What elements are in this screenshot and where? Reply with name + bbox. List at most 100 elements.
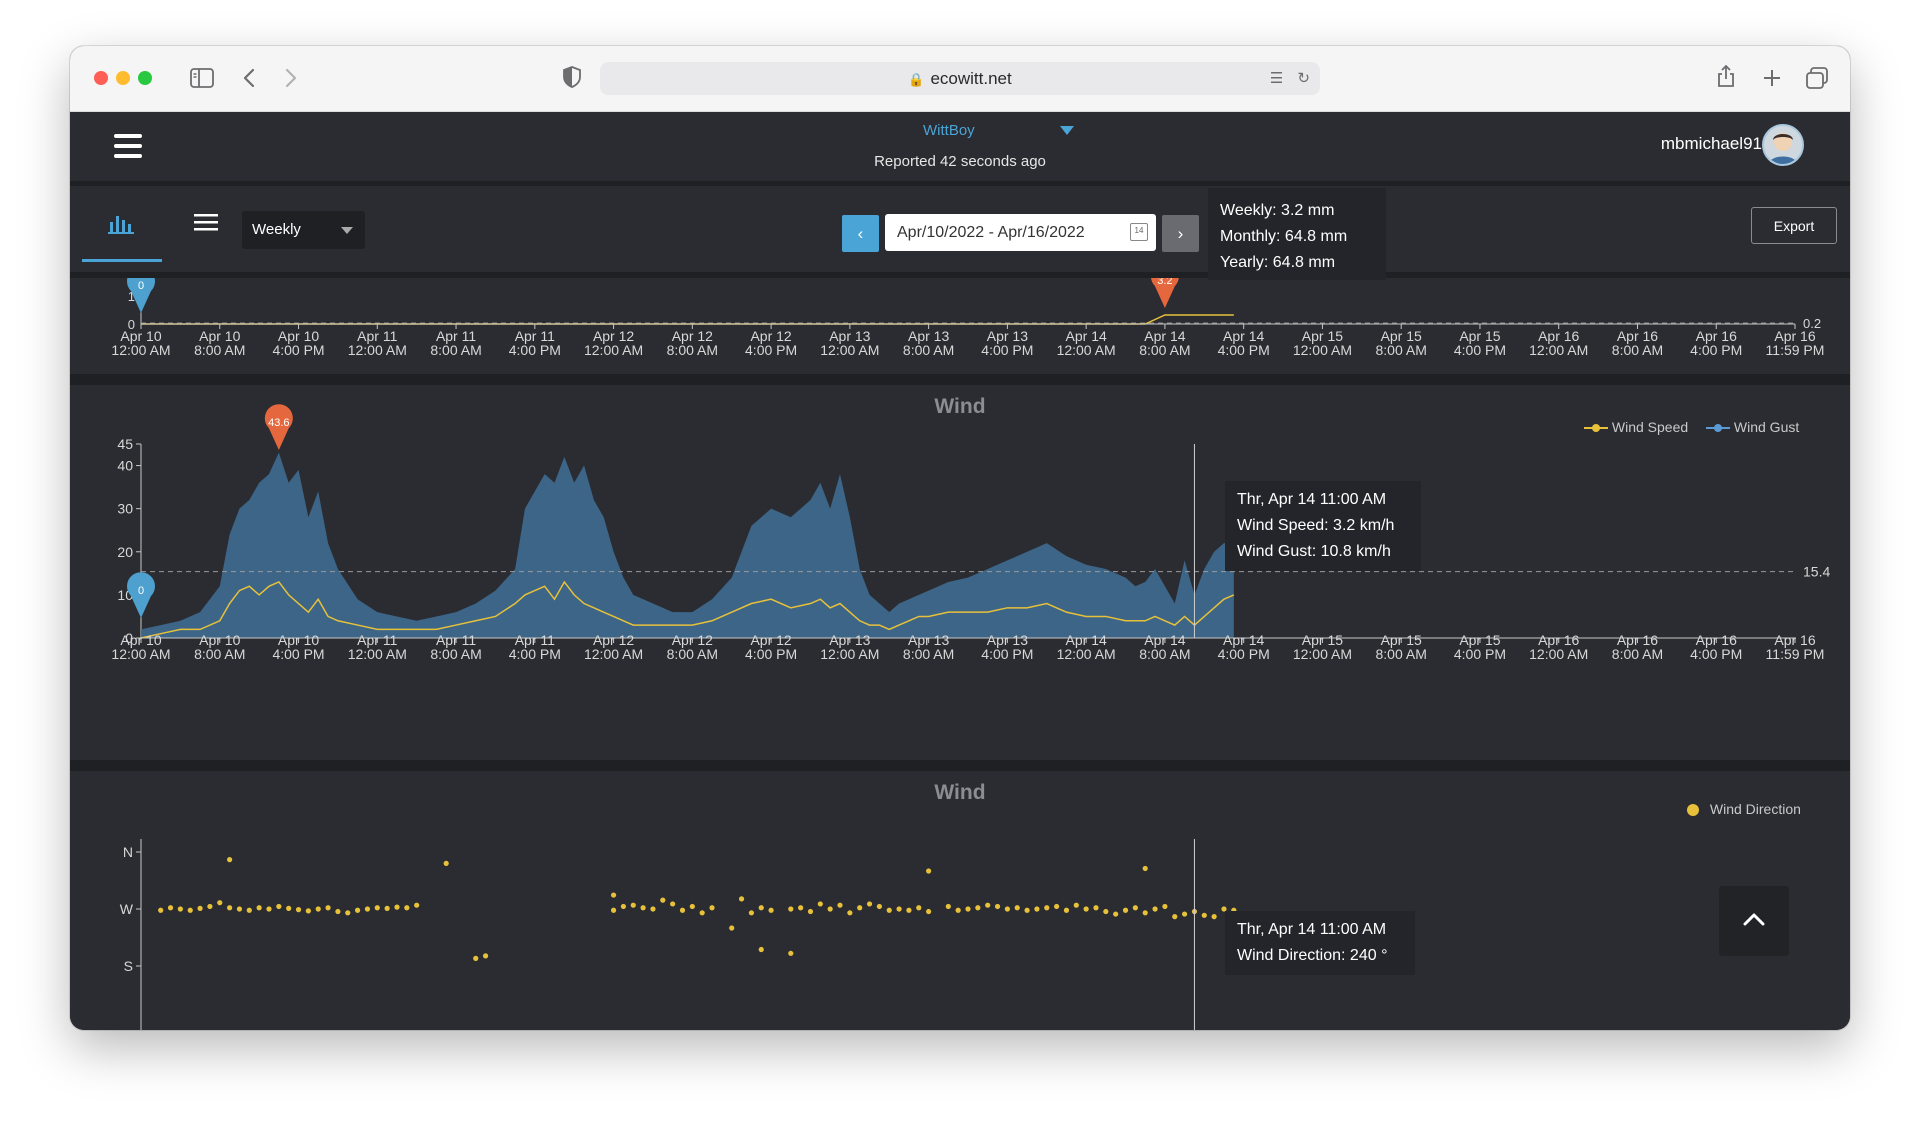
x-tick-label: 4:00 PM <box>1690 342 1742 358</box>
new-tab-icon[interactable] <box>1762 68 1782 88</box>
privacy-shield-icon[interactable] <box>562 66 582 88</box>
x-tick-label: Apr 12 <box>593 632 634 648</box>
rain-weekly: Weekly: 3.2 mm <box>1220 202 1335 219</box>
period-select[interactable]: Weekly <box>242 211 365 249</box>
forward-icon[interactable] <box>284 68 298 88</box>
wind-direction-point <box>295 907 302 913</box>
x-tick-label: Apr 13 <box>829 328 870 344</box>
wind-direction-point <box>207 903 213 910</box>
chevron-up-icon <box>1743 913 1765 926</box>
x-tick-label: Apr 11 <box>436 632 476 648</box>
wind-speed-legend-label: Wind Speed <box>1611 419 1689 435</box>
share-icon[interactable] <box>1716 64 1736 88</box>
x-tick-label: 8:00 AM <box>430 646 481 662</box>
wind-direction-point <box>394 904 400 910</box>
wind-direction-point <box>1152 906 1158 912</box>
browser-window: 🔒 ecowitt.net ☰ ↻ WittBoy Reported 42 sec… <box>70 46 1850 1030</box>
x-tick-label: Apr 14 <box>1066 632 1107 648</box>
x-tick-label: Apr 16 <box>1774 632 1815 648</box>
scroll-to-top-button[interactable] <box>1719 886 1789 956</box>
wind-direction-legend-label: Wind Direction <box>1709 801 1801 817</box>
wind-chart-title: Wind <box>934 395 986 418</box>
wind-direction-point <box>315 906 321 912</box>
wind-gust-legend[interactable]: Wind Gust <box>1706 419 1799 435</box>
wind-direction-point <box>1014 905 1020 911</box>
wind-direction-legend[interactable]: Wind Direction <box>1686 801 1801 817</box>
x-tick-label: Apr 13 <box>987 632 1028 648</box>
address-bar[interactable]: 🔒 ecowitt.net ☰ ↻ <box>600 62 1320 95</box>
x-tick-label: 12:00 AM <box>1293 646 1352 662</box>
translate-icon[interactable]: ☰ <box>1269 70 1284 87</box>
x-tick-label: 4:00 PM <box>1218 646 1270 662</box>
rain-tooltip: Weekly: 3.2 mm Monthly: 64.8 mm Yearly: … <box>1208 188 1386 280</box>
wind-direction-point <box>729 925 735 931</box>
reload-icon[interactable]: ↻ <box>1297 70 1310 87</box>
username[interactable]: mbmichael91 <box>1660 134 1762 153</box>
x-tick-label: Apr 10 <box>120 632 161 648</box>
wind-tooltip-gust: Wind Gust: 10.8 km/h <box>1237 543 1391 560</box>
y-tick-label: 20 <box>117 544 133 560</box>
wind-direction-point <box>473 955 479 961</box>
wind-direction-point <box>197 905 203 911</box>
direction-tooltip-time: Thr, Apr 14 11:00 AM <box>1237 921 1387 938</box>
wind-direction-point <box>1142 865 1148 872</box>
sidebar-icon[interactable] <box>190 68 214 88</box>
x-tick-label: Apr 15 <box>1459 632 1500 648</box>
wind-direction-point <box>345 910 351 916</box>
back-icon[interactable] <box>242 68 256 88</box>
wind-direction-point <box>926 908 932 915</box>
x-tick-label: Apr 13 <box>987 328 1028 344</box>
date-range-input[interactable]: Apr/10/2022 - Apr/16/2022 14 <box>885 214 1156 251</box>
zoom-window-button[interactable] <box>138 71 152 85</box>
x-tick-label: Apr 16 <box>1696 328 1737 344</box>
wind-gust-area <box>141 452 1234 638</box>
wind-direction-point <box>857 905 863 911</box>
tab-overview-icon[interactable] <box>1806 67 1828 89</box>
x-tick-label: Apr 10 <box>199 632 240 648</box>
tab-list-view[interactable] <box>178 186 234 259</box>
wind-direction-point <box>325 905 331 911</box>
x-tick-label: 8:00 AM <box>194 646 245 662</box>
max-marker-label: 3.2 <box>1157 278 1172 287</box>
x-tick-label: Apr 14 <box>1144 632 1185 648</box>
x-tick-label: Apr 16 <box>1538 632 1579 648</box>
wind-direction-point <box>1201 912 1207 918</box>
wind-direction-point <box>916 905 922 911</box>
x-tick-label: 12:00 AM <box>584 342 643 358</box>
y-tick-label: 0 <box>125 630 133 646</box>
x-tick-label: Apr 11 <box>515 632 555 648</box>
minimize-window-button[interactable] <box>116 71 130 85</box>
avatar[interactable] <box>1762 124 1804 166</box>
chevron-down-icon[interactable] <box>1060 126 1074 135</box>
wind-direction-point <box>689 903 695 910</box>
x-tick-label: 8:00 AM <box>1612 646 1663 662</box>
wind-speed-legend[interactable]: Wind Speed <box>1584 419 1688 435</box>
y-tick-label: 0 <box>128 317 135 332</box>
previous-period-button[interactable]: ‹ <box>842 215 879 252</box>
wind-direction-point <box>384 905 390 911</box>
next-period-button[interactable]: › <box>1162 215 1199 252</box>
tab-chart-view[interactable] <box>82 186 162 262</box>
x-tick-label: 8:00 AM <box>667 342 718 358</box>
x-tick-label: 12:00 AM <box>1529 646 1588 662</box>
date-range-value: Apr/10/2022 - Apr/16/2022 <box>897 224 1085 241</box>
menu-icon[interactable] <box>114 134 142 158</box>
wind-direction-point <box>758 946 764 953</box>
wind-direction-point <box>994 903 1001 910</box>
x-tick-label: 4:00 PM <box>509 342 561 358</box>
x-tick-label: 8:00 AM <box>667 646 718 662</box>
wind-direction-point <box>266 906 272 912</box>
wind-direction-tooltip: Thr, Apr 14 11:00 AM Wind Direction: 240… <box>1225 911 1415 975</box>
x-tick-label: Apr 14 <box>1223 328 1264 344</box>
calendar-icon[interactable]: 14 <box>1130 223 1148 241</box>
export-button[interactable]: Export <box>1751 207 1837 244</box>
wind-direction-point <box>1024 907 1030 913</box>
close-window-button[interactable] <box>94 71 108 85</box>
y-tick-label: W <box>120 901 134 917</box>
wind-direction-point <box>896 906 902 912</box>
x-tick-label: Apr 12 <box>750 328 791 344</box>
x-tick-label: Apr 11 <box>436 328 476 344</box>
min-marker-label: 0 <box>138 280 144 292</box>
chevron-down-icon <box>341 227 353 234</box>
station-selector[interactable]: WittBoy <box>923 122 975 139</box>
